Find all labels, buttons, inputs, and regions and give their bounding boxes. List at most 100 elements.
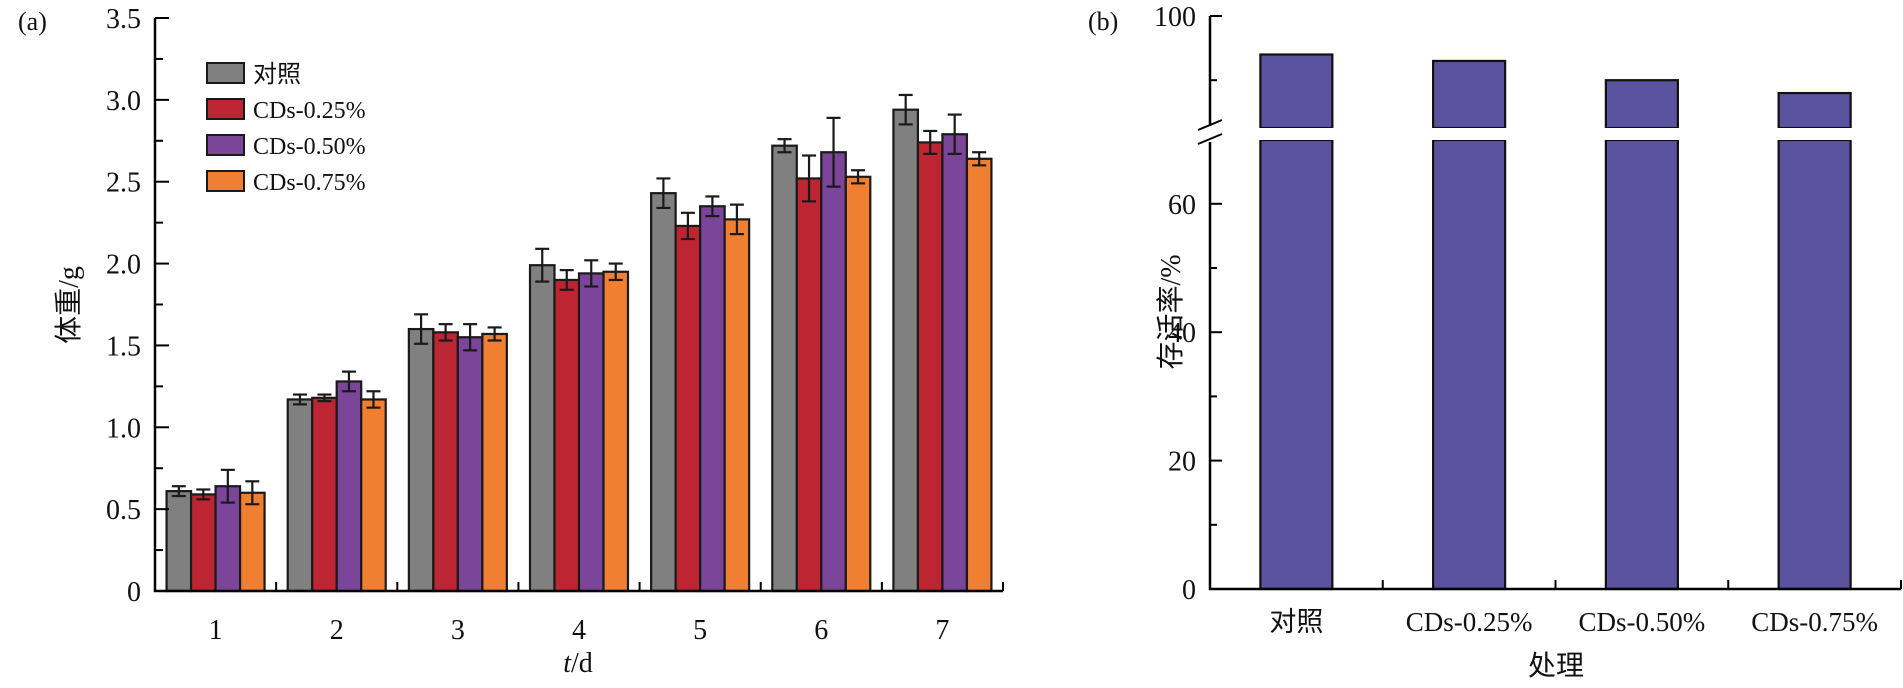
bar	[723, 218, 751, 593]
error-bar	[487, 326, 502, 342]
error-bar	[196, 488, 211, 501]
error-bar	[972, 151, 987, 167]
bar-lower-segment	[1259, 138, 1334, 591]
bar	[795, 177, 823, 593]
axis-break-gap	[1775, 128, 1854, 140]
x-tick-label: 对照	[1269, 607, 1323, 637]
bar	[407, 327, 435, 593]
bar-upper-segment	[1604, 79, 1679, 130]
x-tick-label: 3	[451, 615, 465, 646]
x-tick-label: 2	[330, 615, 344, 646]
bar	[481, 332, 508, 593]
legend-item: CDs-0.50%	[206, 134, 366, 160]
error-bar	[898, 93, 913, 126]
error-bar	[851, 169, 866, 185]
y-tick-label: 3.5	[106, 4, 141, 35]
bar	[1257, 53, 1336, 591]
x-tick-label: 5	[693, 615, 707, 646]
error-bar	[245, 480, 260, 506]
bar	[528, 264, 556, 593]
y-tick-label: 40	[1168, 318, 1196, 349]
axes: 对照 CDs-0.25% CDs-0.50% CDs-0.75% 0 20 40 60 100	[1154, 2, 1902, 637]
panel-label-b: (b)	[1088, 7, 1118, 36]
error-bar	[802, 154, 817, 203]
axis-break-gap	[1257, 128, 1336, 140]
bar	[456, 336, 484, 593]
error-bar	[947, 113, 962, 155]
y-tick-label: 2.0	[106, 250, 141, 281]
error-bar	[729, 203, 744, 236]
bar-lower-segment	[1777, 138, 1852, 591]
bar	[311, 396, 338, 593]
error-bar	[220, 468, 235, 504]
bar	[602, 270, 630, 593]
legend-swatch	[206, 62, 245, 84]
bar	[165, 490, 193, 593]
bar	[1602, 79, 1681, 591]
y-tick-label: 60	[1168, 190, 1196, 221]
legend-label: CDs-0.75%	[253, 170, 366, 196]
error-bar	[777, 138, 792, 154]
bar	[844, 175, 872, 593]
error-bar	[680, 211, 695, 241]
error-bar	[559, 269, 574, 291]
error-bars	[171, 93, 987, 506]
legend-swatch	[206, 98, 245, 120]
legend-item: CDs-0.25%	[206, 98, 366, 124]
bar	[941, 133, 969, 593]
bar	[892, 108, 920, 593]
y-tick-label: 0.5	[106, 495, 141, 526]
x-tick-label: CDs-0.50%	[1579, 607, 1706, 637]
bar-group	[1257, 53, 1854, 591]
legend-swatch	[206, 134, 245, 156]
error-bar	[341, 370, 356, 393]
y-tick-label: 2.5	[106, 168, 141, 199]
y-axis-title: 体重/g	[53, 266, 85, 344]
bar	[771, 144, 798, 593]
error-bar	[584, 259, 599, 288]
bar	[965, 157, 993, 593]
bar	[238, 491, 266, 593]
legend-swatch	[206, 170, 245, 192]
panel-b-survival-chart: (b) 对照 CDs-0.25% CDs-0.50% CDs-0.75% 0 20 40 60…	[1088, 2, 1902, 682]
error-bar	[438, 323, 453, 342]
bar	[432, 331, 459, 593]
error-bar	[171, 485, 186, 498]
legend-item: 对照	[206, 61, 301, 88]
error-bar	[317, 393, 332, 403]
x-tick-label: 1	[209, 615, 223, 646]
x-axis-title: 处理	[1528, 650, 1584, 682]
error-bar	[826, 116, 841, 188]
x-tick-label: CDs-0.75%	[1751, 607, 1878, 637]
bar	[1430, 59, 1509, 591]
legend-label: CDs-0.25%	[253, 98, 366, 124]
error-bar	[463, 323, 478, 352]
bar	[189, 493, 217, 593]
y-axis-title: 存活率/%	[1155, 254, 1187, 369]
y-tick-label: 1.0	[106, 413, 141, 444]
x-tick-label: 4	[572, 615, 586, 646]
error-bar	[705, 195, 720, 218]
error-bar	[656, 177, 671, 210]
bar	[1775, 91, 1854, 591]
error-bar	[366, 390, 381, 409]
legend: 对照 CDs-0.25% CDs-0.50% CDs-0.75%	[206, 61, 366, 196]
bar	[286, 398, 314, 593]
x-tick-label: 7	[935, 615, 949, 646]
bar	[553, 278, 581, 593]
axis-break-gap	[1430, 128, 1509, 140]
bar	[335, 380, 363, 593]
y-tick-label: 0	[1182, 575, 1196, 606]
bar	[916, 141, 944, 593]
bar	[577, 272, 605, 593]
legend-label: CDs-0.50%	[253, 134, 366, 160]
x-axis-title: t/d	[563, 648, 593, 679]
y-tick-label: 3.0	[106, 86, 141, 117]
x-tick-label: 6	[814, 615, 828, 646]
y-tick-label: 100	[1154, 2, 1196, 33]
bar	[650, 192, 677, 593]
bar-lower-segment	[1604, 138, 1679, 591]
legend-label: 对照	[253, 61, 301, 88]
legend-item: CDs-0.75%	[206, 170, 366, 196]
